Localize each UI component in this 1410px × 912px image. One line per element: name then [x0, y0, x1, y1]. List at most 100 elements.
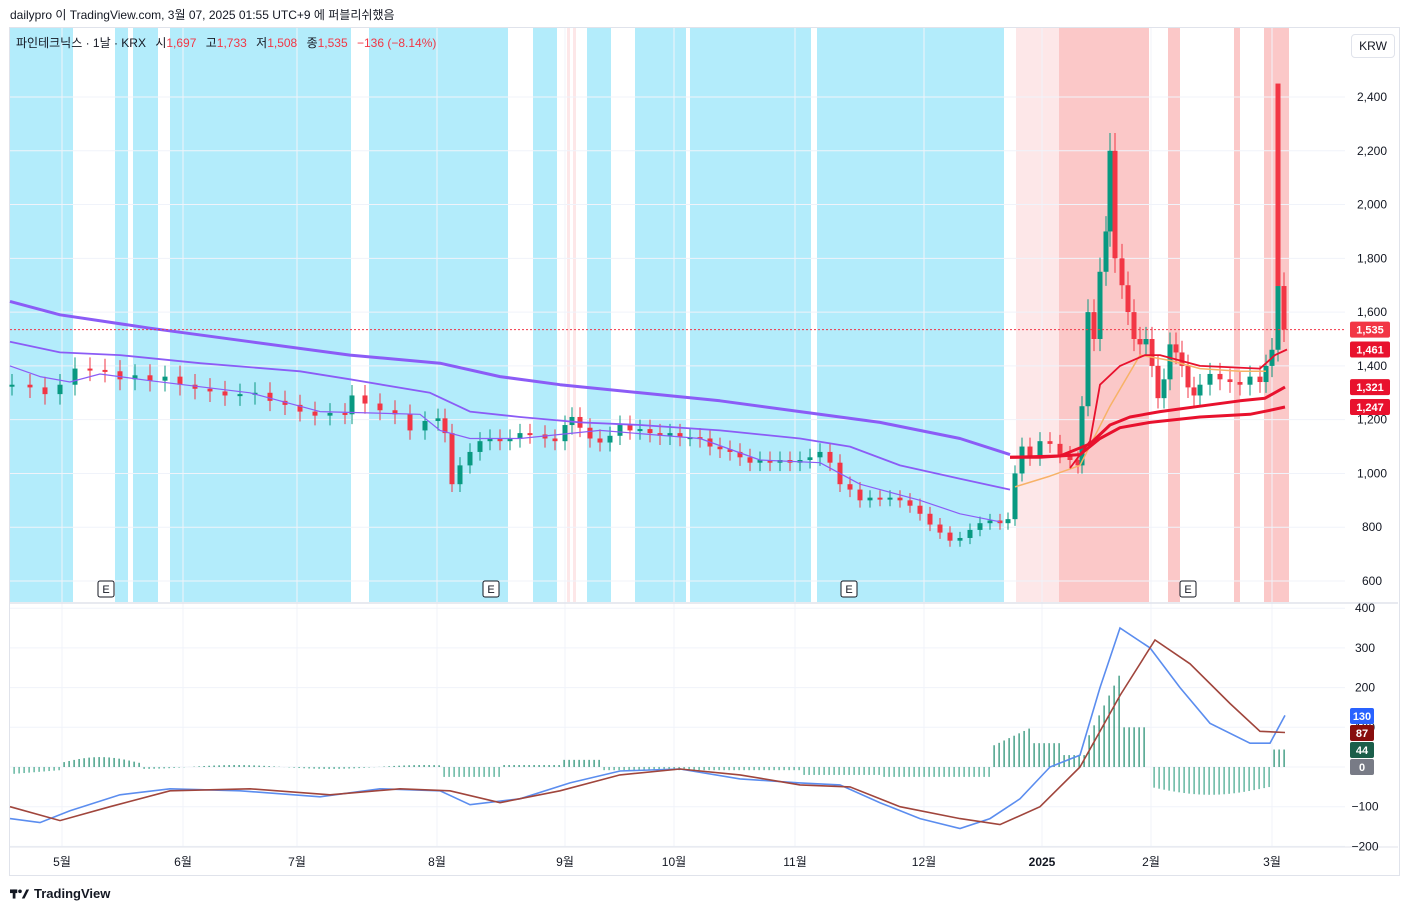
macd-hist-bar — [98, 757, 100, 767]
macd-hist-bar — [913, 767, 915, 777]
macd-hist-bar — [368, 767, 370, 768]
high-label: 고 — [205, 36, 217, 50]
candle-body — [1085, 312, 1091, 407]
macd-hist-bar — [943, 767, 945, 777]
macd-hist-bar — [898, 767, 900, 777]
macd-hist-bar — [1178, 767, 1180, 793]
macd-hist-bar — [133, 761, 135, 767]
signal-line — [9, 638, 1286, 826]
price-badge-bg — [1350, 399, 1390, 416]
tradingview-footer[interactable]: TradingView — [10, 886, 110, 901]
macd-hist-bar — [823, 767, 825, 775]
macd-hist-bar — [73, 759, 75, 767]
macd-hist-bar — [43, 767, 45, 772]
candle-body — [917, 505, 923, 514]
macd-hist-bar — [13, 767, 15, 774]
macd-hist-bar — [623, 767, 625, 771]
candle-body — [562, 425, 568, 442]
macd-hist-bar — [1128, 727, 1130, 767]
candle-body — [927, 513, 933, 525]
ma-orange-line — [1014, 354, 1266, 488]
candle-body — [297, 404, 303, 412]
macd-hist-bar — [693, 767, 695, 771]
macd-hist-bar — [683, 767, 685, 771]
candle-body — [117, 371, 123, 380]
macd-hist-bar — [243, 765, 245, 767]
candle-body — [457, 465, 463, 485]
macd-hist-bar — [178, 767, 180, 768]
cyan-band — [170, 28, 351, 602]
macd-badge-label: 130 — [1353, 711, 1371, 723]
candle-body — [757, 460, 763, 463]
macd-hist-bar — [1283, 749, 1285, 767]
macd-hist-bar — [333, 767, 335, 769]
candle-body — [1143, 339, 1149, 345]
macd-hist-bar — [983, 767, 985, 777]
earnings-marker-box — [97, 580, 115, 598]
macd-hist-bar — [18, 767, 20, 774]
candle-body — [42, 387, 48, 395]
macd-hist-bar — [268, 766, 270, 767]
earnings-marker: E — [1179, 580, 1197, 598]
time-axis-label: 12월 — [912, 855, 936, 869]
macd-hist-bar — [848, 767, 850, 775]
macd-hist-bar — [973, 767, 975, 777]
macd-hist-bar — [988, 767, 990, 777]
macd-hist-bar — [1048, 743, 1050, 767]
symbol-name[interactable]: 파인테크닉스 · 1날 · KRX — [16, 36, 146, 50]
macd-hist-bar — [908, 767, 910, 777]
candle-body — [57, 384, 63, 395]
macd-hist-bar — [963, 767, 965, 777]
candle-body — [87, 368, 93, 371]
macd-hist-bar — [248, 765, 250, 767]
macd-hist-bar — [703, 767, 705, 771]
macd-hist-bar — [528, 765, 530, 767]
macd-hist-bar — [738, 767, 740, 771]
macd-hist-bar — [698, 767, 700, 771]
currency-button[interactable]: KRW — [1351, 34, 1395, 58]
macd-axis-label: 300 — [1355, 641, 1375, 655]
candle-body — [1155, 365, 1161, 399]
candle-body — [1197, 384, 1203, 396]
candle-body — [617, 425, 623, 436]
macd-hist-bar — [443, 767, 445, 777]
macd-hist-bar — [643, 767, 645, 771]
macd-hist-bar — [358, 767, 360, 769]
macd-hist-bar — [163, 767, 165, 769]
macd-axis-label: 400 — [1355, 601, 1375, 615]
macd-hist-bar — [1198, 767, 1200, 795]
candle-body — [1217, 373, 1223, 380]
candle-body — [627, 425, 633, 431]
macd-hist-bar — [308, 767, 310, 769]
macd-hist-bar — [393, 765, 395, 767]
red-band — [1168, 28, 1180, 602]
candle-body — [827, 451, 833, 463]
candle-body — [1281, 286, 1287, 330]
macd-hist-bar — [448, 767, 450, 777]
candle-body — [162, 376, 168, 381]
macd-hist-bar — [1108, 695, 1110, 767]
macd-hist-bar — [1248, 767, 1250, 791]
time-axis-label: 10월 — [662, 855, 686, 869]
macd-hist-bar — [658, 767, 660, 771]
macd-hist-bar — [313, 767, 315, 769]
macd-hist-bar — [1003, 740, 1005, 767]
price-axis: 2,400 2,200 2,000 1,800 1,600 1,400 1,200 1,000… — [1357, 90, 1387, 588]
macd-hist-bar — [428, 765, 430, 767]
macd-hist-bar — [608, 767, 610, 771]
time-axis-label: 11월 — [783, 855, 807, 869]
macd-hist-bar — [548, 765, 550, 767]
macd-hist-bar — [583, 759, 585, 767]
macd-hist-bar — [328, 767, 330, 769]
candle-body — [1227, 379, 1233, 383]
open-label: 시 — [155, 36, 167, 50]
macd-hist-bar — [168, 767, 170, 769]
symbol-legend[interactable]: 파인테크닉스 · 1날 · KRX 시1,697 고1,733 저1,508 종… — [16, 34, 436, 51]
candle-body — [947, 532, 953, 541]
candle-body — [657, 433, 663, 436]
macd-hist-bar — [48, 767, 50, 772]
macd-hist-bar — [948, 767, 950, 777]
macd-hist-bar — [1123, 727, 1125, 767]
earnings-marker-box — [840, 580, 858, 598]
